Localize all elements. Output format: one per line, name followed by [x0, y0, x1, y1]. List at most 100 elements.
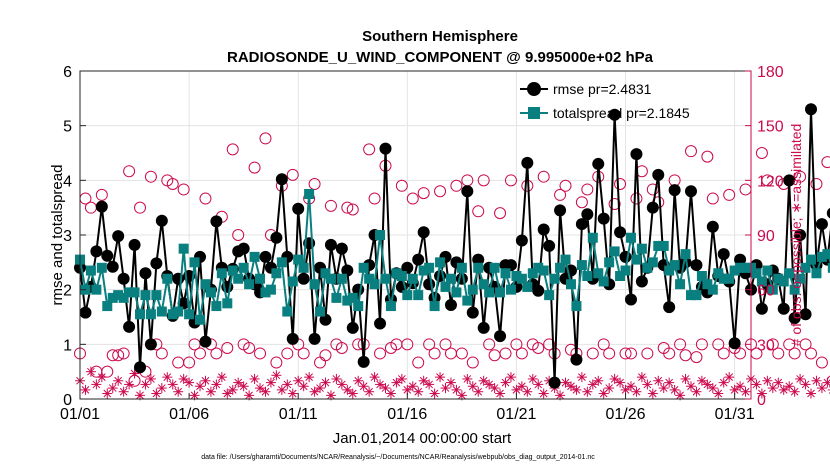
x-tick-label: 01/16 — [387, 406, 427, 423]
assimilated-obs-point — [435, 372, 445, 382]
assimilated-obs-point — [762, 376, 772, 386]
totalspread-point — [277, 257, 287, 267]
assimilated-obs-point — [473, 387, 483, 397]
rmse-point — [756, 303, 768, 315]
rmse-point — [805, 103, 817, 115]
rmse-point — [570, 354, 582, 366]
legend-rmse-marker — [527, 82, 541, 96]
totalspread-point — [370, 279, 380, 289]
totalspread-point — [315, 307, 325, 317]
rmse-point — [129, 239, 141, 251]
totalspread-point — [544, 290, 554, 300]
totalspread-point — [631, 255, 641, 265]
rmse-point — [554, 204, 566, 216]
totalspread-point — [282, 307, 292, 317]
totalspread-point — [577, 260, 587, 270]
assimilated-obs-point — [506, 372, 516, 382]
totalspread-point — [130, 287, 140, 297]
assimilated-obs-point — [386, 389, 396, 399]
assimilated-obs-point — [162, 372, 172, 382]
assimilated-obs-point — [211, 379, 221, 389]
y-tick-label: 5 — [63, 119, 72, 136]
x-tick-label: 01/21 — [496, 406, 536, 423]
assimilated-obs-point — [370, 372, 380, 382]
x-tick-label: 01/31 — [715, 406, 755, 423]
assimilated-obs-point — [648, 389, 658, 399]
assimilated-obs-point — [299, 381, 309, 391]
totalspread-point — [239, 263, 249, 273]
totalspread-point — [402, 290, 412, 300]
x-tick-label: 01/01 — [60, 406, 100, 423]
y-right-tick-label: 90 — [757, 228, 775, 245]
x-tick-label: 01/26 — [606, 406, 646, 423]
assimilated-obs-point — [260, 387, 270, 397]
assimilated-obs-point — [424, 379, 434, 389]
assimilated-obs-point — [539, 389, 549, 399]
assimilated-obs-point — [184, 378, 194, 388]
rmse-point — [521, 157, 533, 169]
totalspread-point — [473, 263, 483, 273]
totalspread-point — [184, 309, 194, 319]
rmse-point — [150, 257, 162, 269]
totalspread-point — [146, 309, 156, 319]
assimilated-obs-point — [282, 379, 292, 389]
totalspread-point — [762, 266, 772, 276]
assimilated-obs-point — [108, 383, 118, 393]
x-tick-label: 01/11 — [279, 406, 318, 423]
totalspread-point — [462, 296, 472, 306]
legend-rmse-label: rmse pr=2.4831 — [553, 81, 652, 97]
chart-subtitle: RADIOSONDE_U_WIND_COMPONENT @ 9.995000e+… — [227, 49, 654, 66]
totalspread-point — [162, 274, 172, 284]
rmse-point — [718, 248, 730, 260]
totalspread-point — [413, 290, 423, 300]
assimilated-obs-point — [631, 387, 641, 397]
totalspread-point — [266, 285, 276, 295]
assimilated-obs-point — [430, 389, 440, 399]
totalspread-point — [195, 315, 205, 325]
totalspread-point — [326, 274, 336, 284]
totalspread-point — [539, 266, 549, 276]
y-right-tick-label: 120 — [757, 173, 784, 190]
totalspread-point — [97, 263, 107, 273]
totalspread-point — [451, 287, 461, 297]
rmse-point — [139, 267, 151, 279]
assimilated-obs-point — [113, 376, 123, 386]
totalspread-point — [424, 263, 434, 273]
rmse-point — [614, 226, 626, 238]
totalspread-point — [599, 276, 609, 286]
rmse-point — [636, 275, 648, 287]
totalspread-point — [490, 263, 500, 273]
totalspread-point — [670, 260, 680, 270]
totalspread-point — [359, 263, 369, 273]
assimilated-obs-point — [413, 387, 423, 397]
totalspread-point — [495, 287, 505, 297]
totalspread-point — [173, 307, 183, 317]
y-right-tick-label: 180 — [757, 64, 784, 81]
rmse-point — [309, 333, 321, 345]
rmse-point — [669, 184, 681, 196]
x-tick-label: 01/06 — [169, 406, 209, 423]
legend-spread-label: totalspread pr=2.1845 — [553, 105, 690, 121]
rmse-point — [298, 273, 310, 285]
rmse-point — [418, 226, 430, 238]
totalspread-point — [151, 290, 161, 300]
rmse-point — [663, 301, 675, 313]
assimilated-obs-point — [604, 383, 614, 393]
rmse-point — [107, 261, 119, 273]
totalspread-point — [244, 279, 254, 289]
y-right-tick-label: 150 — [757, 119, 784, 136]
assimilated-obs-point — [119, 387, 129, 397]
assimilated-obs-point — [228, 385, 238, 395]
totalspread-point — [140, 290, 150, 300]
rmse-point — [123, 321, 135, 333]
assimilated-obs-point — [173, 387, 183, 397]
totalspread-point — [571, 301, 581, 311]
totalspread-point — [506, 285, 516, 295]
rmse-point — [156, 215, 168, 227]
totalspread-point — [588, 233, 598, 243]
assimilated-obs-point — [571, 385, 581, 395]
assimilated-obs-point — [124, 379, 134, 389]
totalspread-point — [271, 268, 281, 278]
assimilated-obs-point — [320, 378, 330, 388]
